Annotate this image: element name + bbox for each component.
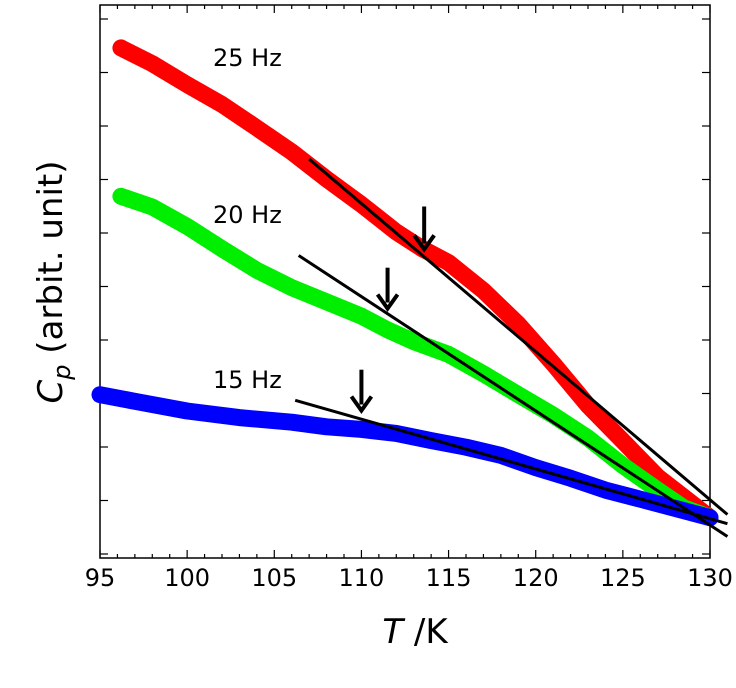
plot-frame xyxy=(99,4,711,559)
series-line-25hz xyxy=(112,39,719,527)
y-axis-title: Cp (arbit. unit) xyxy=(31,161,76,404)
tangent-line xyxy=(297,254,729,538)
y-ticks xyxy=(100,18,710,555)
arrow-head xyxy=(412,234,436,253)
series-label-25hz: 25 Hz xyxy=(213,44,282,72)
arrow-head xyxy=(349,395,374,414)
x-axis-title-unit: /K xyxy=(403,612,449,652)
arrow-marker xyxy=(412,206,436,253)
x-tick-label: 95 xyxy=(85,564,116,592)
x-tick-label: 105 xyxy=(251,564,297,592)
tangent-line xyxy=(308,157,729,516)
arrow-head xyxy=(375,293,400,312)
x-tick-label: 115 xyxy=(426,564,472,592)
series-layer xyxy=(91,39,719,527)
x-axis-title: T /K xyxy=(382,612,449,652)
tangent-lines xyxy=(294,157,729,538)
x-axis-title-symbol: T xyxy=(382,612,405,652)
x-tick-label: 100 xyxy=(164,564,210,592)
x-ticks: 95 100 105 110 115 120 125 130 xyxy=(85,5,733,592)
series-label-15hz: 15 Hz xyxy=(213,366,282,394)
y-axis-title-symbol: C xyxy=(31,379,71,403)
y-axis-title-rest: (arbit. unit) xyxy=(31,161,71,365)
x-tick-label: 110 xyxy=(339,564,385,592)
series-label-20hz: 20 Hz xyxy=(213,201,282,229)
y-axis-title-subscript: p xyxy=(48,365,76,381)
series-line-20hz xyxy=(112,187,719,527)
arrows xyxy=(349,206,436,414)
tangent-line xyxy=(294,398,728,526)
series-labels: 25 Hz 20 Hz 15 Hz xyxy=(213,44,282,394)
arrow-marker xyxy=(349,369,374,414)
x-tick-label: 125 xyxy=(600,564,646,592)
x-tick-label: 130 xyxy=(687,564,733,592)
arrow-marker xyxy=(375,267,400,312)
x-tick-label: 120 xyxy=(513,564,559,592)
